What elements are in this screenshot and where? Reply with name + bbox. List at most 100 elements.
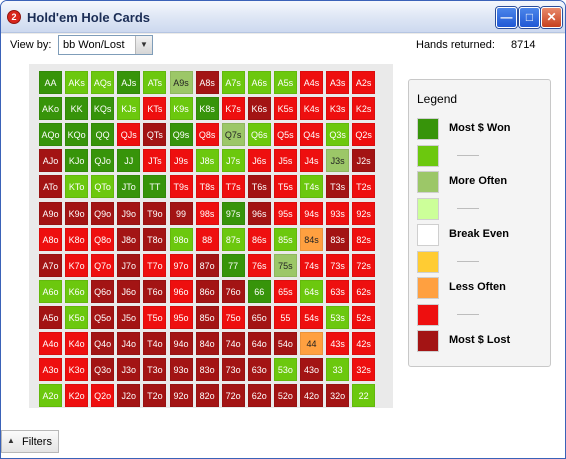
hand-cell[interactable]: 84s	[300, 227, 323, 251]
hand-cell[interactable]: KJs	[117, 97, 141, 121]
hand-cell[interactable]: J6o	[117, 279, 141, 303]
hand-cell[interactable]: AA	[39, 71, 62, 94]
hand-cell[interactable]: 74s	[300, 253, 323, 277]
hand-cell[interactable]: 77	[221, 253, 245, 277]
hand-cell[interactable]: K8s	[195, 97, 219, 121]
filters-button[interactable]: ▲ Filters	[1, 430, 59, 453]
hand-cell[interactable]: K9o	[65, 201, 89, 225]
hand-cell[interactable]: A5o	[39, 305, 62, 329]
hand-cell[interactable]: J3s	[326, 149, 350, 173]
hand-cell[interactable]: 93s	[326, 201, 350, 225]
hand-cell[interactable]: A3o	[39, 358, 62, 382]
hand-cell[interactable]: 62o	[247, 384, 271, 408]
hand-cell[interactable]: K6s	[247, 97, 271, 121]
hand-cell[interactable]: Q6o	[91, 279, 115, 303]
hand-cell[interactable]: K3o	[65, 358, 89, 382]
hand-cell[interactable]: KTs	[143, 97, 167, 121]
hand-cell[interactable]: A4s	[300, 71, 323, 94]
hand-cell[interactable]: 94s	[300, 201, 323, 225]
hand-cell[interactable]: 74o	[221, 332, 245, 355]
hand-cell[interactable]: J8s	[195, 149, 219, 173]
hand-cell[interactable]: 76s	[247, 253, 271, 277]
hand-cell[interactable]: J4o	[117, 332, 141, 355]
hand-cell[interactable]: 86o	[195, 279, 219, 303]
hand-cell[interactable]: J2o	[117, 384, 141, 408]
hand-cell[interactable]: JTo	[117, 175, 141, 199]
hand-cell[interactable]: 97o	[169, 253, 193, 277]
hand-cell[interactable]: Q8o	[91, 227, 115, 251]
hand-cell[interactable]: T3o	[143, 358, 167, 382]
hand-cell[interactable]: T8s	[195, 175, 219, 199]
hand-cell[interactable]: J7s	[221, 149, 245, 173]
hand-cell[interactable]: KTo	[65, 175, 89, 199]
hand-cell[interactable]: T5o	[143, 305, 167, 329]
hand-cell[interactable]: 83s	[326, 227, 350, 251]
hand-cell[interactable]: 32o	[326, 384, 350, 408]
hand-cell[interactable]: 99	[169, 201, 193, 225]
hand-cell[interactable]: T9s	[169, 175, 193, 199]
hand-cell[interactable]: J5o	[117, 305, 141, 329]
hand-cell[interactable]: JTs	[143, 149, 167, 173]
hand-cell[interactable]: AQo	[39, 123, 62, 147]
hand-cell[interactable]: Q2s	[352, 123, 376, 147]
hand-cell[interactable]: A8o	[39, 227, 62, 251]
hand-cell[interactable]: K4o	[65, 332, 89, 355]
hand-cell[interactable]: T6s	[247, 175, 271, 199]
hand-cell[interactable]: Q3s	[326, 123, 350, 147]
hand-cell[interactable]: 97s	[221, 201, 245, 225]
hand-cell[interactable]: AJo	[39, 149, 62, 173]
hand-cell[interactable]: 43s	[326, 332, 350, 355]
hand-cell[interactable]: 87s	[221, 227, 245, 251]
hand-cell[interactable]: T6o	[143, 279, 167, 303]
hand-cell[interactable]: KQo	[65, 123, 89, 147]
hand-cell[interactable]: 73s	[326, 253, 350, 277]
hand-cell[interactable]: 94o	[169, 332, 193, 355]
hand-cell[interactable]: A7s	[221, 71, 245, 94]
hand-cell[interactable]: A8s	[195, 71, 219, 94]
hand-cell[interactable]: K9s	[169, 97, 193, 121]
hand-cell[interactable]: 98s	[195, 201, 219, 225]
hand-cell[interactable]: 53o	[273, 358, 297, 382]
hand-cell[interactable]: K7s	[221, 97, 245, 121]
hand-cell[interactable]: K5o	[65, 305, 89, 329]
hand-cell[interactable]: T2s	[352, 175, 376, 199]
hand-cell[interactable]: 85o	[195, 305, 219, 329]
hand-cell[interactable]: KJo	[65, 149, 89, 173]
hand-cell[interactable]: T2o	[143, 384, 167, 408]
hand-cell[interactable]: K8o	[65, 227, 89, 251]
hand-cell[interactable]: 95o	[169, 305, 193, 329]
hand-cell[interactable]: 86s	[247, 227, 271, 251]
hand-cell[interactable]: 83o	[195, 358, 219, 382]
hand-cell[interactable]: A6o	[39, 279, 62, 303]
hand-cell[interactable]: J6s	[247, 149, 271, 173]
hand-cell[interactable]: 22	[352, 384, 376, 408]
hand-cell[interactable]: 52o	[273, 384, 297, 408]
hand-cell[interactable]: 66	[247, 279, 271, 303]
hand-cell[interactable]: 96s	[247, 201, 271, 225]
hand-cell[interactable]: K2o	[65, 384, 89, 408]
hand-cell[interactable]: 95s	[273, 201, 297, 225]
hand-cell[interactable]: A2o	[39, 384, 62, 408]
hand-cell[interactable]: AQs	[91, 71, 115, 94]
hand-cell[interactable]: T7o	[143, 253, 167, 277]
hand-cell[interactable]: 84o	[195, 332, 219, 355]
hand-cell[interactable]: 76o	[221, 279, 245, 303]
hand-cell[interactable]: A3s	[326, 71, 350, 94]
minimize-button[interactable]: —	[496, 7, 517, 28]
hand-cell[interactable]: 52s	[352, 305, 376, 329]
hand-cell[interactable]: T4s	[300, 175, 323, 199]
hand-cell[interactable]: A4o	[39, 332, 62, 355]
hand-cell[interactable]: K7o	[65, 253, 89, 277]
hand-cell[interactable]: T3s	[326, 175, 350, 199]
hand-cell[interactable]: J4s	[300, 149, 323, 173]
hand-cell[interactable]: A2s	[352, 71, 376, 94]
hand-cell[interactable]: 98o	[169, 227, 193, 251]
hand-cell[interactable]: Q9o	[91, 201, 115, 225]
hand-cell[interactable]: ATs	[143, 71, 167, 94]
hand-cell[interactable]: K2s	[352, 97, 376, 121]
hand-cell[interactable]: Q4s	[300, 123, 323, 147]
hand-cell[interactable]: K6o	[65, 279, 89, 303]
hand-cell[interactable]: J8o	[117, 227, 141, 251]
hand-cell[interactable]: 75s	[273, 253, 297, 277]
hand-cell[interactable]: J7o	[117, 253, 141, 277]
